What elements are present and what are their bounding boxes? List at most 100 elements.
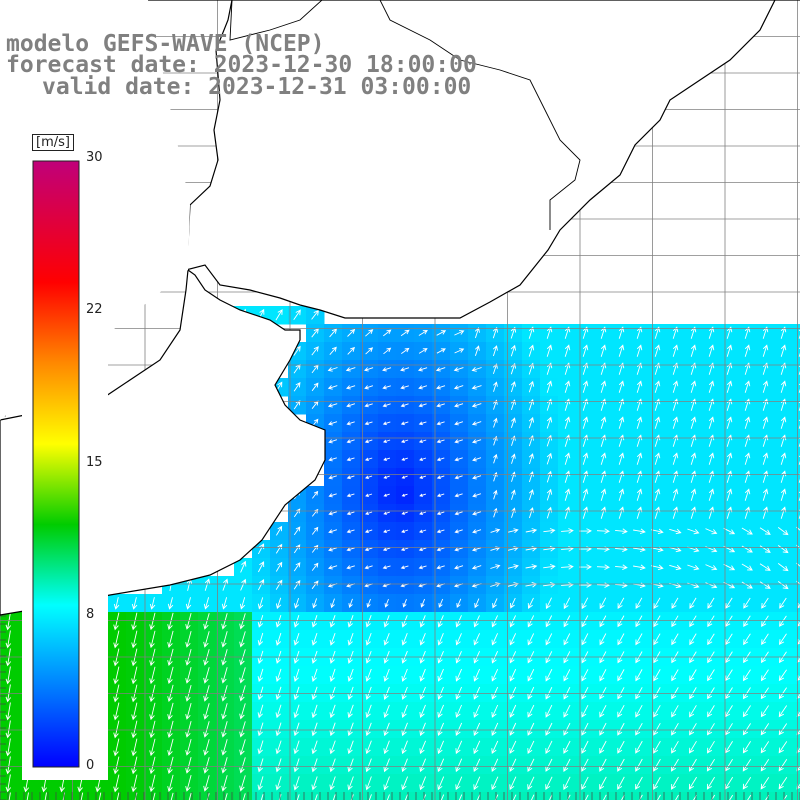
speed-cell — [126, 792, 145, 800]
wind-arrow — [780, 506, 787, 519]
wind-arrow — [654, 344, 661, 357]
wind-arrow — [345, 367, 356, 372]
wind-arrow — [368, 794, 372, 800]
wind-arrow — [600, 488, 607, 501]
wind-arrow — [582, 506, 589, 519]
wind-arrow — [708, 488, 715, 501]
wind-arrow — [744, 416, 751, 429]
wind-arrow — [401, 347, 410, 354]
wind-arrow — [653, 633, 661, 646]
wind-arrow — [258, 561, 265, 573]
wind-arrow — [669, 528, 682, 535]
speed-cell — [72, 792, 91, 800]
wind-arrow — [5, 612, 12, 631]
wind-arrow — [149, 666, 156, 685]
wind-arrow — [365, 615, 372, 628]
wind-arrow — [113, 738, 120, 757]
wind-arrow — [741, 527, 753, 535]
wind-arrow — [762, 488, 769, 501]
wind-arrow — [401, 529, 409, 533]
wind-arrow — [347, 346, 355, 355]
wind-vectors — [5, 308, 800, 800]
wind-arrow — [474, 327, 480, 339]
wind-arrow — [346, 493, 355, 498]
wind-arrow — [617, 633, 625, 646]
wind-arrow — [364, 439, 373, 444]
wind-arrow — [759, 545, 771, 553]
speed-cell — [396, 792, 415, 800]
wind-arrow — [257, 668, 264, 682]
wind-arrow — [689, 669, 697, 682]
model-title: modelo GEFS-WAVE (NCEP) — [6, 31, 325, 57]
wind-arrow — [654, 506, 661, 519]
wind-arrow — [329, 686, 336, 700]
wind-arrow — [527, 776, 535, 791]
wind-arrow — [113, 666, 120, 685]
wind-arrow — [221, 667, 228, 684]
wind-arrow — [383, 776, 390, 791]
wind-arrow — [401, 457, 408, 461]
wind-arrow — [453, 367, 464, 372]
wind-arrow — [346, 547, 355, 552]
wind-arrow — [257, 758, 264, 773]
wind-arrow — [167, 756, 174, 775]
wind-arrow — [364, 457, 373, 462]
wind-arrow — [706, 758, 715, 772]
wind-arrow — [618, 416, 625, 429]
wind-arrow — [436, 493, 445, 498]
wind-arrow — [347, 615, 354, 628]
wind-arrow — [221, 631, 228, 648]
wind-arrow — [546, 344, 553, 357]
wind-arrow — [510, 381, 516, 393]
wind-arrow — [690, 452, 697, 465]
wind-arrow — [635, 776, 643, 790]
wind-arrow — [509, 686, 517, 700]
wind-arrow — [617, 758, 625, 772]
wind-arrow — [491, 704, 499, 718]
wind-arrow — [671, 633, 679, 646]
wind-arrow — [473, 615, 480, 628]
wind-arrow — [257, 614, 264, 628]
wind-arrow — [473, 776, 481, 791]
wind-arrow — [437, 668, 444, 682]
wind-arrow — [149, 720, 156, 739]
wind-arrow — [221, 703, 228, 720]
wind-arrow — [510, 344, 517, 357]
wind-arrow — [761, 597, 769, 609]
wind-arrow — [327, 385, 338, 390]
wind-arrow — [509, 704, 517, 718]
wind-arrow — [599, 776, 607, 790]
wind-arrow — [346, 511, 355, 516]
wind-arrow — [113, 720, 120, 739]
wind-arrow — [708, 326, 715, 339]
wind-arrow — [726, 488, 733, 501]
wind-arrow — [419, 493, 427, 497]
wind-arrow — [419, 704, 426, 718]
wind-arrow — [185, 738, 192, 756]
wind-arrow — [329, 328, 338, 338]
wind-arrow — [131, 684, 138, 703]
speed-cell — [792, 378, 800, 397]
wind-arrow — [635, 704, 643, 718]
wind-arrow — [723, 581, 736, 589]
wind-arrow — [725, 723, 733, 736]
wind-arrow — [723, 563, 736, 571]
wind-arrow — [5, 756, 12, 775]
wind-arrow — [275, 686, 282, 701]
wind-arrow — [5, 630, 12, 649]
wind-arrow — [419, 511, 427, 515]
wind-arrow — [707, 723, 715, 736]
wind-arrow — [329, 740, 336, 755]
wind-arrow — [455, 722, 463, 736]
wind-arrow — [672, 344, 679, 357]
wind-arrow — [224, 793, 228, 800]
wind-arrow — [346, 457, 355, 462]
wind-arrow — [366, 598, 371, 608]
wind-arrow — [401, 686, 408, 700]
wind-arrow — [400, 385, 409, 390]
colorbar-tick-15: 15 — [86, 455, 103, 470]
wind-arrow — [778, 633, 787, 645]
wind-arrow — [400, 329, 410, 337]
wind-arrow — [564, 452, 571, 465]
wind-arrow — [777, 545, 789, 554]
